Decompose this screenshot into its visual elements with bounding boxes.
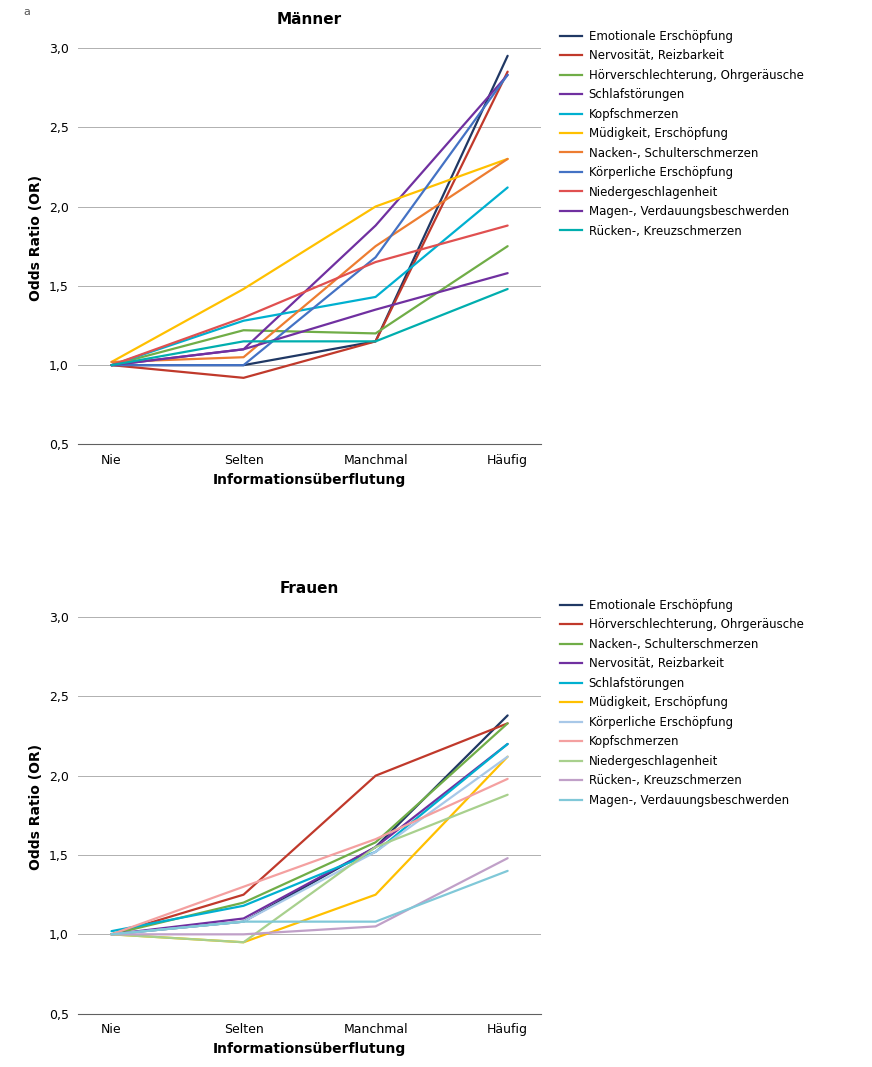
Legend: Emotionale Erschöpfung, Hörverschlechterung, Ohrgeräusche, Nacken-, Schulterschm: Emotionale Erschöpfung, Hörverschlechter… bbox=[561, 599, 804, 807]
Title: Frauen: Frauen bbox=[280, 580, 339, 595]
Title: Männer: Männer bbox=[277, 12, 342, 27]
X-axis label: Informationsüberflutung: Informationsüberflutung bbox=[213, 473, 406, 487]
Legend: Emotionale Erschöpfung, Nervosität, Reizbarkeit, Hörverschlechterung, Ohrgeräusc: Emotionale Erschöpfung, Nervosität, Reiz… bbox=[561, 30, 804, 238]
Y-axis label: Odds Ratio (OR): Odds Ratio (OR) bbox=[29, 745, 44, 871]
Text: a: a bbox=[23, 7, 30, 17]
Y-axis label: Odds Ratio (OR): Odds Ratio (OR) bbox=[29, 175, 44, 301]
X-axis label: Informationsüberflutung: Informationsüberflutung bbox=[213, 1042, 406, 1056]
